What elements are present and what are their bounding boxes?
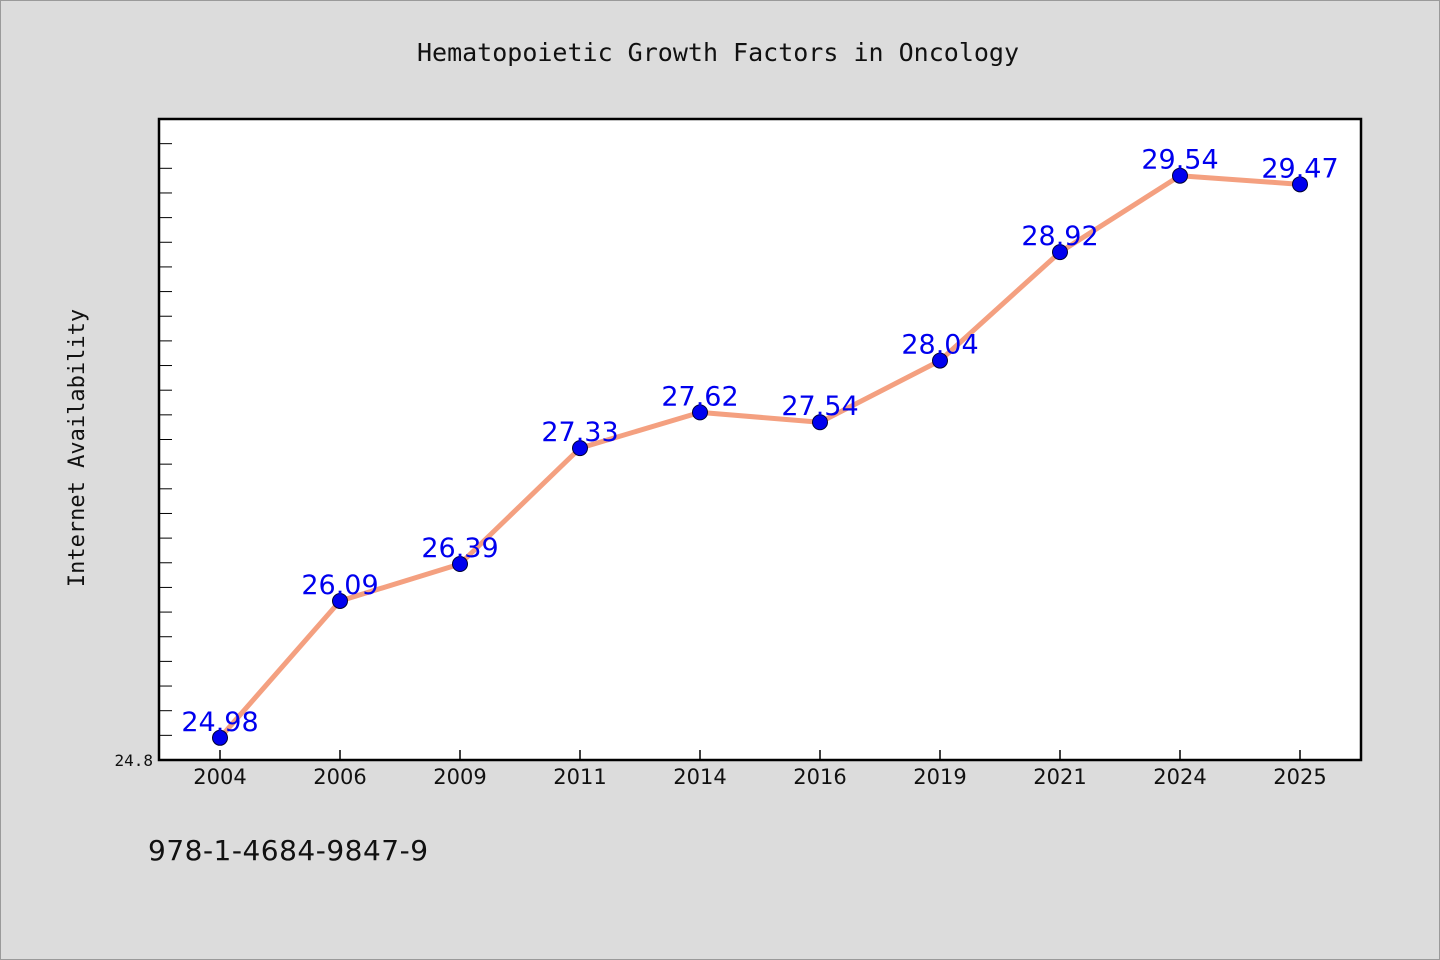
x-tick-label: 2009 <box>433 765 486 789</box>
y-axis-label: Internet Availability <box>65 309 90 587</box>
data-markers <box>212 167 1308 746</box>
data-label: 26.39 <box>421 533 498 564</box>
data-point <box>452 556 468 573</box>
data-point <box>932 352 948 369</box>
data-label: 29.54 <box>1141 145 1218 176</box>
x-tick-label: 2016 <box>793 765 846 789</box>
x-tick-label: 2024 <box>1153 765 1206 789</box>
y-tick-label: 24.8 <box>114 751 153 770</box>
x-axis-tick-labels: 2004 2006 2009 2011 2014 2016 2019 2021 2024 2025 <box>193 765 1326 789</box>
data-point <box>812 414 828 431</box>
x-tick-label: 2019 <box>913 765 966 789</box>
series-line <box>217 173 1303 741</box>
chart-title: Hematopoietic Growth Factors in Oncology <box>417 38 1019 67</box>
plot-area <box>157 117 1363 762</box>
data-label: 28.04 <box>901 330 978 361</box>
x-tick-label: 2014 <box>673 765 726 789</box>
data-label: 28.92 <box>1021 221 1098 252</box>
data-point <box>332 592 348 609</box>
y-minor-ticks <box>159 143 172 736</box>
x-tick-label: 2021 <box>1033 765 1086 789</box>
data-point <box>1052 244 1068 261</box>
data-point <box>1292 176 1308 193</box>
x-tick-label: 2025 <box>1273 765 1326 789</box>
data-point <box>212 729 228 746</box>
data-point <box>692 404 708 421</box>
isbn-footer: 978-1-4684-9847-9 <box>148 834 429 867</box>
data-labels: 24.98 26.09 26.39 27.33 27.62 27.54 28.04 28.92… <box>181 145 1338 738</box>
x-tick-label: 2011 <box>553 765 606 789</box>
data-label: 29.47 <box>1261 153 1338 184</box>
data-point <box>1172 167 1188 184</box>
data-label: 24.98 <box>181 707 258 738</box>
data-point <box>572 440 588 457</box>
data-label: 27.62 <box>661 381 738 412</box>
data-label: 27.54 <box>781 391 858 422</box>
data-label: 27.33 <box>541 417 618 448</box>
x-tick-label: 2006 <box>313 765 366 789</box>
x-axis-ticks <box>219 750 1301 760</box>
x-tick-label: 2004 <box>193 765 246 789</box>
data-label: 26.09 <box>301 570 378 601</box>
y-axis-tick-labels: 24.8 <box>114 751 153 770</box>
